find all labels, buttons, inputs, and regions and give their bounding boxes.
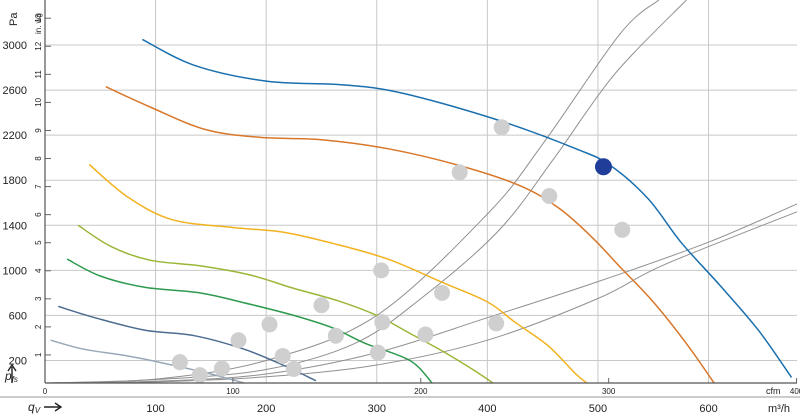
system-curve [44,211,798,384]
inwg-tick-label: 11 [34,70,43,79]
inwg-tick-label: 8 [34,156,43,161]
x-tick-label: 100 [146,403,164,415]
inwg-tick-label: 5 [34,240,43,245]
operating-point [369,344,386,361]
operating-point [434,284,451,301]
operating-point [417,326,434,343]
x-axis-symbol: qV [28,400,63,415]
inwg-tick-label: 2 [34,324,43,329]
y-symbol-subscript: fs [12,375,18,384]
inwg-tick-label: 6 [34,212,43,217]
inwg-tick-label: 4 [34,268,43,273]
system-curve [44,0,660,384]
x-tick-label: 400 [478,403,496,415]
y-tick-label: 3000 [3,40,27,52]
operating-point [327,327,344,344]
y-tick-label: 600 [9,310,27,322]
x-tick-label: 300 [368,403,386,415]
cfm-tick-label: 300 [602,387,616,396]
y-tick-label: 200 [9,355,27,367]
y-tick-label: 1800 [3,175,27,187]
operating-points [171,119,631,384]
grid-lines [45,0,797,383]
operating-point [171,354,188,371]
x-tick-label: 200 [257,403,275,415]
fan-curve [141,38,793,378]
y-tick-label: 1000 [3,265,27,277]
y-arrow-icon [7,363,17,383]
operating-point [213,360,230,377]
operating-point [285,360,302,377]
operating-point [274,347,291,364]
operating-point [230,332,247,349]
inwg-tick-label: 3 [34,296,43,301]
system-curve [44,0,687,384]
y-tick-label: 2200 [3,130,27,142]
y-axis-unit-inwg: in. wg [34,13,43,34]
x-axis-unit-cfm: cfm [766,386,781,396]
cfm-tick-label: 200 [414,387,428,396]
plot-area [45,0,797,383]
x-symbol-letter: q [28,400,35,414]
operating-point [374,314,391,331]
cfm-tick-label: 400 [790,387,800,396]
fan-curve [66,258,433,384]
operating-point-selected [594,158,612,176]
svg-text:pfs: pfs [4,369,18,384]
cfm-tick-label: 0 [43,387,48,396]
fan-curve [50,339,245,384]
fan-curve [105,86,715,384]
inwg-tick-label: 7 [34,184,43,189]
y-tick-label: 1400 [3,220,27,232]
inwg-tick-label: 1 [34,352,43,357]
x-symbol-subscript: V [35,406,41,415]
inwg-tick-label: 12 [34,41,43,50]
y-axis-unit-pa: Pa [8,12,20,26]
fan-curve [88,163,588,384]
y-symbol-letter: p [4,369,12,383]
fan-curves [50,38,793,384]
operating-point [488,315,505,332]
x-arrow-icon [44,402,63,412]
y-axis-symbol: pfs [4,363,18,384]
inwg-tick-label: 13 [34,13,43,22]
operating-point [451,164,468,181]
operating-point [261,316,278,333]
x-tick-label: 600 [699,403,717,415]
operating-point [541,188,558,205]
x-axis-unit-m3h: m³/h [768,403,790,415]
svg-text:qV: qV [28,400,41,415]
cfm-tick-label: 100 [226,387,240,396]
fan-curve [77,224,494,384]
y-tick-label: 2600 [3,85,27,97]
operating-point [313,297,330,314]
fan-curve [58,305,317,382]
operating-point [191,367,208,384]
operating-point [493,119,510,136]
inwg-tick-label: 9 [34,128,43,133]
inwg-tick-label: 10 [34,97,43,106]
operating-point [373,262,390,279]
x-tick-label: 500 [589,403,607,415]
operating-point [614,221,631,238]
